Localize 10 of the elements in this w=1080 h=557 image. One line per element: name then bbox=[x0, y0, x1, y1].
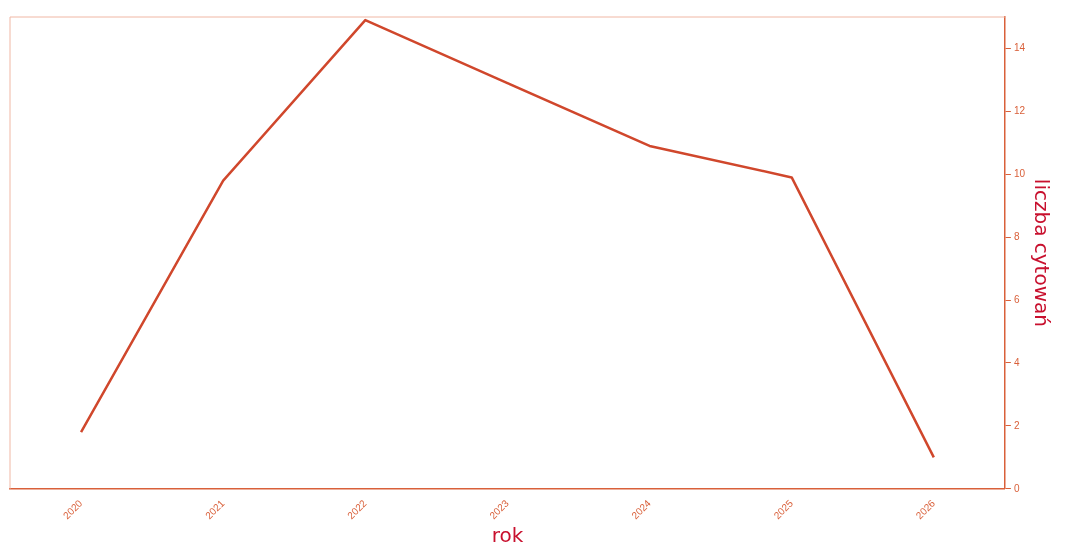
y-tick-label: 12 bbox=[1013, 105, 1026, 117]
y-tick-label: 8 bbox=[1013, 230, 1020, 242]
x-axis-title: rok bbox=[491, 523, 524, 548]
y-axis-title: liczba cytowań bbox=[1029, 178, 1054, 327]
y-tick-label: 6 bbox=[1013, 293, 1020, 305]
y-tick-label: 4 bbox=[1013, 356, 1020, 368]
y-tick-label: 10 bbox=[1013, 168, 1026, 180]
y-tick-label: 0 bbox=[1013, 482, 1020, 494]
y-tick-label: 2 bbox=[1013, 419, 1020, 431]
y-tick-label: 14 bbox=[1013, 42, 1026, 54]
